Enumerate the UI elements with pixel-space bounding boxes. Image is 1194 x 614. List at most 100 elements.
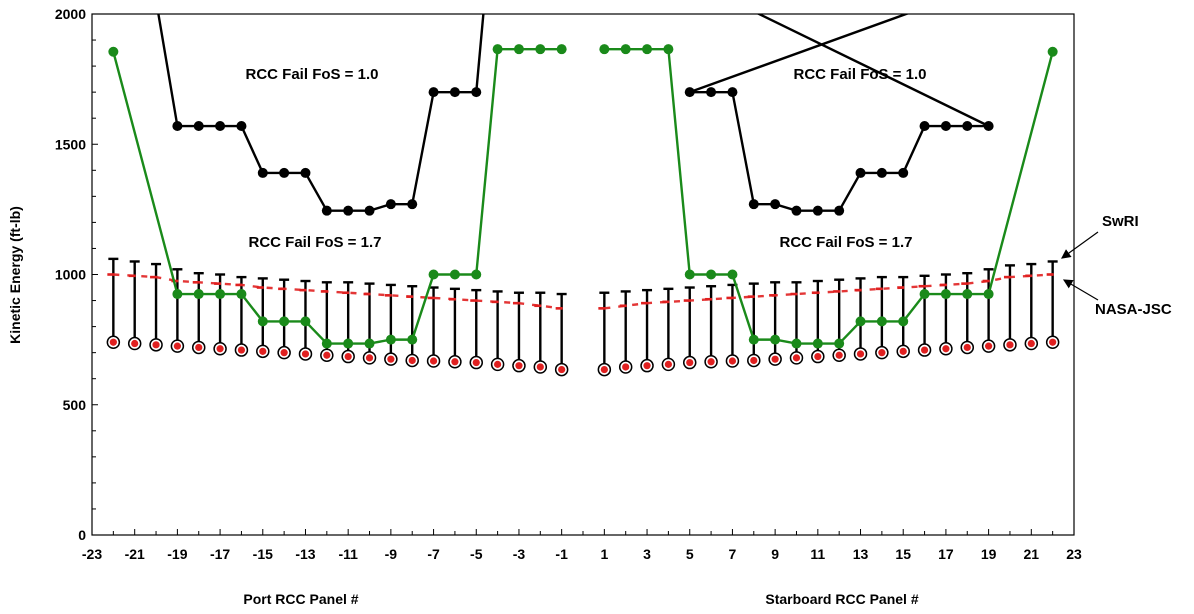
bottom-marker-dot [109,338,117,346]
fos-1-7-line-starboard [604,47,1054,345]
bottom-marker-dot [408,356,416,365]
fos-1-0-point [364,205,375,216]
y-tick-label: 1000 [55,267,86,283]
bottom-marker-dot [771,355,779,363]
fos-1-7-point [321,338,332,349]
nasa-jsc-line [604,273,1053,310]
fos-1-7-point [898,316,909,327]
fos-1-7-point [663,44,674,55]
bottom-marker-dot [686,358,694,367]
fos-1-7-point [215,289,226,300]
bottom-marker-dot [856,350,865,358]
fos-1-7-line-port [112,47,562,345]
x-tick-label: -9 [385,546,398,562]
bottom-marker-dot [387,355,395,363]
x-tick-label: 9 [771,546,779,562]
fos-1-7-point [983,289,994,300]
y-tick-label: 0 [78,527,86,543]
fos-1-0-point [898,167,909,178]
fos-1-7-point [407,334,418,345]
fos-1-7-point [770,334,781,345]
y-tick-label: 2000 [55,6,86,22]
fos-1-0-point [876,167,887,178]
bottom-marker-dot [728,357,737,365]
fos-1-0-point [321,205,332,216]
x-axis-title-starboard: Starboard RCC Panel # [765,591,918,607]
annotation-swri: SwRI [1102,213,1139,230]
x-tick-label: 21 [1024,546,1040,562]
fos-1-0-point [834,205,845,216]
bottom-marker-dot [451,358,459,366]
x-tick-label: -17 [210,546,230,562]
fos-1-0-point [684,87,695,98]
fos-1-0-point [983,121,994,132]
error-bars-group [106,257,1060,377]
fos-1-0-point [962,121,973,132]
x-tick-label: -3 [513,546,526,562]
bottom-marker-dot [643,362,651,370]
x-tick-label: -15 [253,546,273,562]
fos-1-7-point [364,338,375,349]
bottom-marker-dot [792,354,801,362]
fos-1-0-point [428,87,439,98]
fos-1-7-point [855,316,866,327]
fos-1-7-point [236,289,247,300]
x-tick-label: 3 [643,546,651,562]
fos-1-0-point [791,205,802,216]
bottom-marker-dot [835,351,843,359]
bottom-marker-dot [600,365,608,374]
fos-1-0-point [706,87,717,98]
y-axis-title: Kinetic Energy (ft-lb) [7,206,23,344]
x-tick-label: -5 [470,546,483,562]
bottom-marker-dot [429,357,438,365]
fos-1-0-point [300,167,311,178]
fos-1-7-point [684,269,695,280]
bottom-marker-dot [237,346,246,354]
bottom-marker-dot [195,343,203,352]
fos-1-0-point [471,87,482,98]
bottom-marker-dot [814,352,822,361]
annotation-fos10-right: RCC Fail FoS = 1.0 [794,66,927,83]
fos-1-0-point [748,199,759,210]
bottom-marker-dot [622,363,630,371]
bottom-marker-dot [707,358,715,366]
fos-1-0-point [812,205,823,216]
fos-1-7-point [193,289,204,300]
bottom-marker-dot [558,365,566,374]
x-tick-label: 13 [853,546,869,562]
x-tick-label: 15 [895,546,911,562]
fos-1-0-point [215,121,226,132]
annotation-fos10-left: RCC Fail FoS = 1.0 [246,66,379,83]
bottom-marker-dot [216,345,224,353]
x-tick-label: -7 [427,546,440,562]
x-tick-label: 23 [1066,546,1082,562]
nasa-jsc-line [113,273,562,310]
y-tick-label: 500 [63,397,87,413]
y-tick-label: 1500 [55,136,86,152]
fos-1-7-point [556,44,567,55]
fos-1-0-point [919,121,930,132]
x-tick-label: 5 [686,546,694,562]
bottom-marker-dot [1027,339,1035,348]
fos-1-7-point [919,289,930,300]
bottom-marker-dot [899,347,907,355]
x-tick-label: 7 [729,546,737,562]
fos-1-0-point [193,121,204,132]
bottom-marker-dot [536,363,544,371]
bottom-marker-dot [1006,341,1014,349]
x-tick-label: -1 [555,546,568,562]
annotation-fos17-left: RCC Fail FoS = 1.7 [249,234,382,251]
fos-1-0-point [449,87,460,98]
fos-1-7-point [620,44,631,55]
annotation-nasa-jsc: NASA-JSC [1095,301,1172,318]
fos-1-7-point [748,334,759,345]
fos-1-7-point [279,316,290,327]
fos-1-7-point [940,289,951,300]
bottom-marker-dot [878,349,886,357]
fos-1-7-point [108,46,119,57]
x-tick-label: -13 [295,546,315,562]
x-tick-label: 11 [810,546,825,562]
bottom-marker-dot [1049,338,1057,346]
